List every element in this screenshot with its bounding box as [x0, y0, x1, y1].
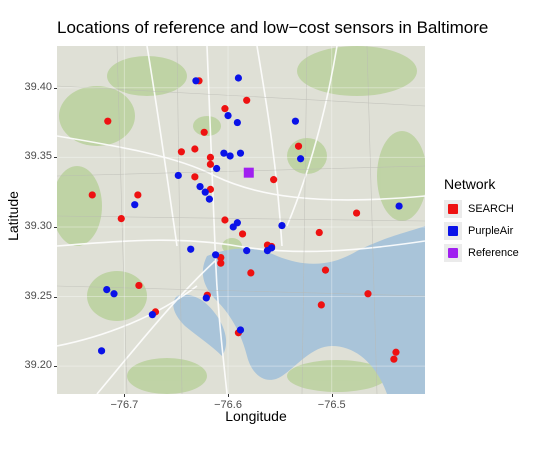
point-purpleair: [226, 152, 234, 160]
point-purpleair: [234, 74, 243, 82]
point-search: [135, 281, 143, 290]
plot-area: [57, 46, 425, 394]
plot-svg: [57, 46, 425, 394]
point-search: [191, 145, 199, 153]
point-search: [364, 290, 372, 298]
point-purpleair: [196, 182, 204, 191]
point-purpleair: [220, 149, 228, 157]
point-search: [177, 148, 185, 156]
point-purpleair: [278, 221, 286, 230]
point-purpleair: [148, 311, 156, 319]
legend-swatch-search: [448, 204, 458, 214]
y-tick-label: 39.20: [24, 359, 52, 372]
data-points: [88, 74, 403, 363]
point-search: [221, 105, 229, 113]
x-tick-label: −76.7: [110, 399, 139, 411]
point-search: [321, 266, 330, 274]
point-reference: [243, 167, 254, 178]
x-tick-mark: [228, 394, 230, 397]
point-search: [104, 117, 112, 125]
point-purpleair: [236, 149, 245, 157]
y-tick-mark: [54, 87, 57, 89]
x-tick-label: −76.6: [214, 399, 242, 411]
legend-label-purpleair: PurpleAir: [468, 225, 514, 237]
point-search: [206, 160, 215, 168]
y-tick-mark: [54, 366, 57, 368]
legend-label-search: SEARCH: [468, 203, 514, 215]
x-tick-mark: [124, 394, 126, 397]
point-search: [206, 153, 215, 161]
point-search: [392, 348, 400, 356]
point-purpleair: [395, 202, 403, 210]
point-search: [247, 269, 255, 277]
y-tick-label: 39.25: [24, 289, 52, 302]
y-tick-label: 39.30: [24, 219, 52, 232]
point-purpleair: [297, 155, 305, 163]
legend-swatch-purpleair: [448, 226, 458, 236]
point-search: [117, 215, 125, 223]
point-purpleair: [103, 286, 111, 294]
point-search: [315, 228, 323, 237]
point-search: [390, 355, 398, 363]
point-purpleair: [224, 112, 232, 120]
legend: Network SEARCH PurpleAir Reference: [444, 176, 519, 264]
y-tick-label: 39.35: [24, 150, 52, 163]
point-purpleair: [202, 294, 210, 302]
y-tick-mark: [54, 226, 57, 228]
point-purpleair: [229, 223, 237, 231]
point-purpleair: [192, 77, 200, 85]
point-purpleair: [267, 244, 276, 252]
legend-entry-search: SEARCH: [444, 198, 519, 220]
point-search: [294, 142, 303, 150]
y-tick-mark: [54, 157, 57, 159]
point-purpleair: [131, 201, 139, 209]
legend-swatch-reference: [448, 248, 458, 258]
point-search: [317, 301, 325, 309]
point-purpleair: [205, 195, 213, 203]
point-search: [200, 128, 208, 136]
point-purpleair: [201, 188, 209, 196]
point-search: [238, 230, 247, 238]
point-purpleair: [233, 118, 241, 127]
basemap: [57, 46, 425, 394]
x-tick-label: −76.5: [317, 399, 346, 411]
chart-title: Locations of reference and low−cost sens…: [57, 18, 489, 37]
point-search: [217, 259, 225, 267]
x-axis-title: Longitude: [225, 408, 287, 424]
legend-entry-reference: Reference: [444, 242, 519, 264]
x-tick-mark: [331, 394, 333, 397]
legend-label-reference: Reference: [468, 247, 519, 259]
point-search: [243, 96, 251, 104]
point-search: [352, 209, 361, 217]
point-search: [134, 191, 142, 199]
point-purpleair: [187, 245, 195, 253]
point-purpleair: [291, 117, 300, 125]
point-purpleair: [212, 251, 220, 259]
point-purpleair: [110, 290, 118, 298]
point-search: [191, 173, 199, 181]
point-purpleair: [236, 326, 245, 334]
point-purpleair: [213, 164, 221, 173]
y-tick-mark: [54, 296, 57, 298]
point-search: [270, 176, 278, 184]
point-purpleair: [97, 347, 106, 355]
y-axis-title: Latitude: [5, 191, 21, 241]
point-purpleair: [243, 247, 251, 255]
y-tick-label: 39.40: [24, 80, 52, 93]
legend-entry-purpleair: PurpleAir: [444, 220, 519, 242]
point-purpleair: [174, 171, 182, 180]
point-search: [221, 216, 229, 224]
legend-title: Network: [444, 176, 496, 192]
point-search: [88, 191, 96, 199]
